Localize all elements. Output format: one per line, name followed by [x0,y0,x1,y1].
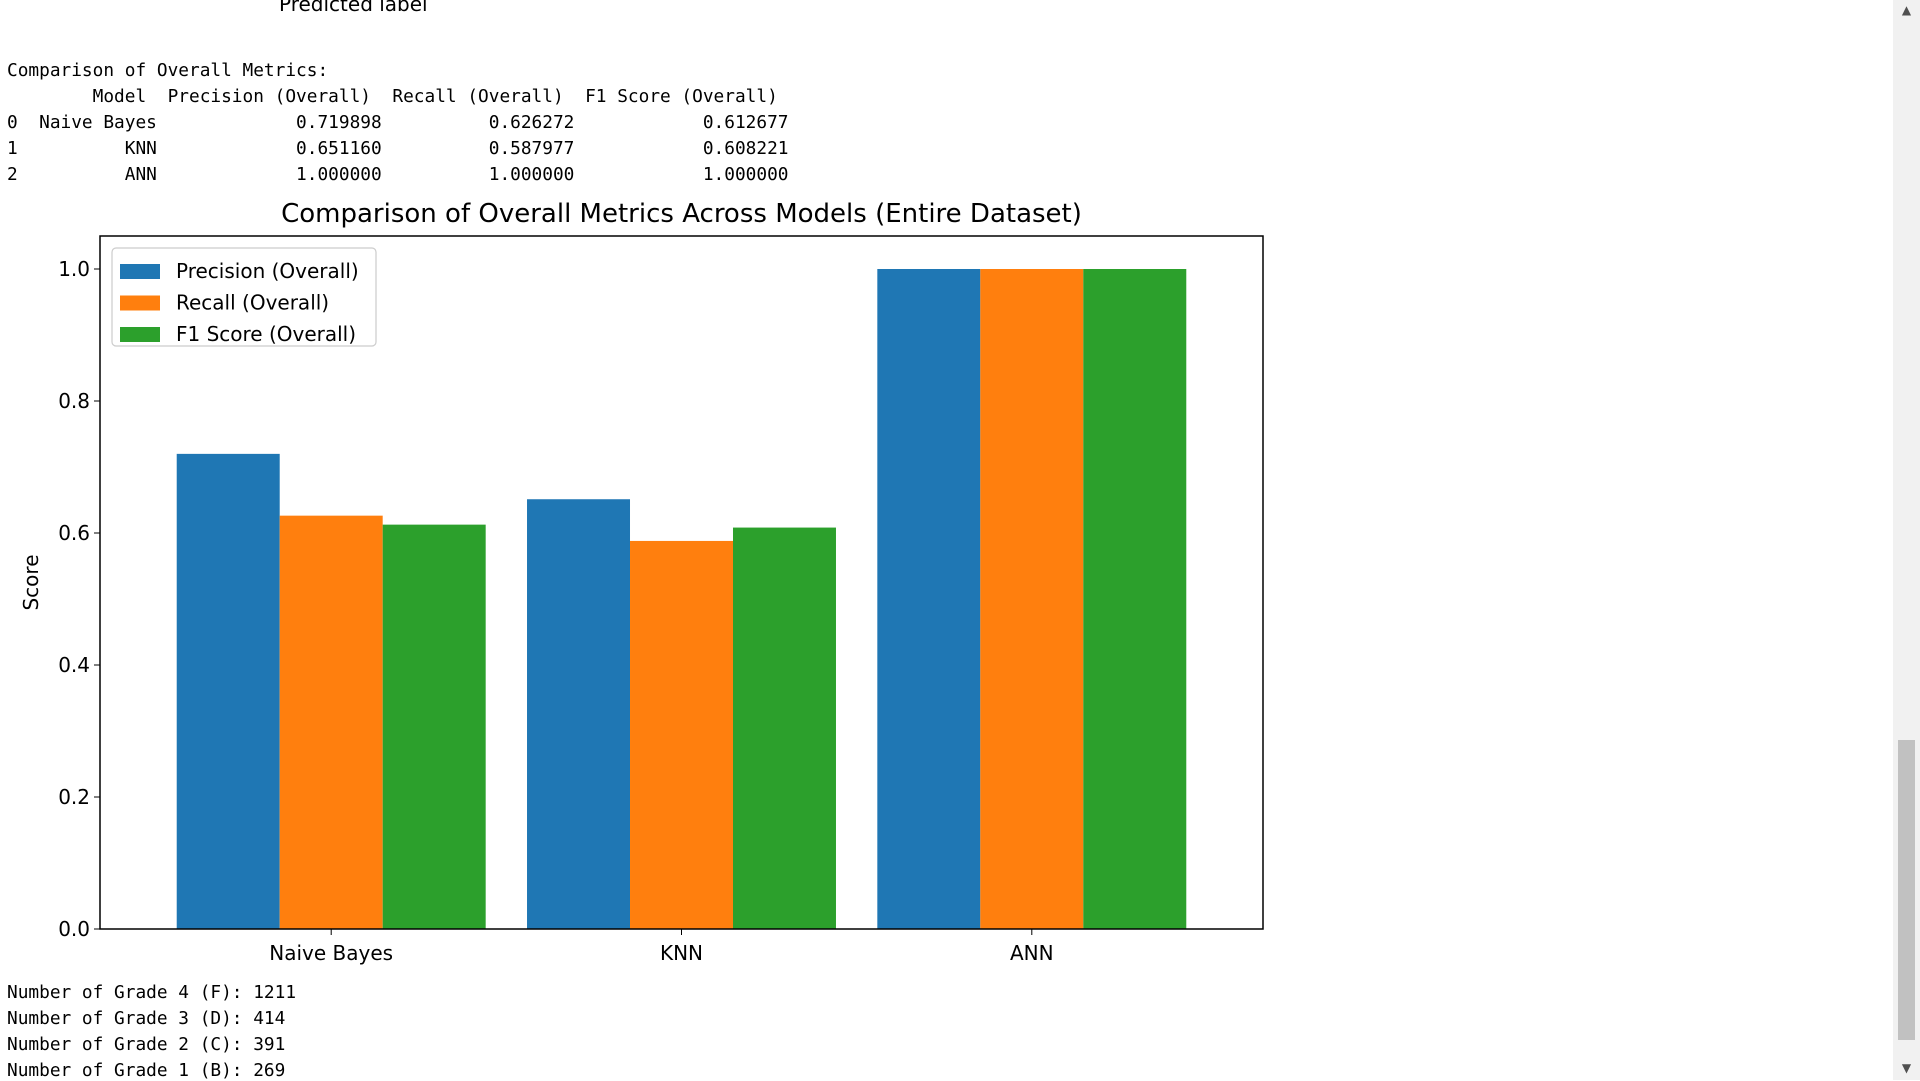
y-tick-label: 0.2 [58,785,90,809]
table-title: Comparison of Overall Metrics: [7,60,329,81]
bar [382,524,486,929]
predicted-label-axis-cutoff: Predicted label [279,0,428,16]
table-header: Model Precision (Overall) Recall (Overal… [7,86,778,107]
table-row: 1 KNN 0.651160 0.587977 0.608221 [7,138,789,159]
legend-swatch [120,264,160,279]
x-tick-label: ANN [1010,941,1054,965]
y-tick-label: 0.4 [58,653,90,677]
grade-count-line: Number of Grade 3 (D): 414 [7,1008,286,1029]
table-row: 0 Naive Bayes 0.719898 0.626272 0.612677 [7,112,789,133]
scroll-down-icon[interactable]: ▼ [1901,1061,1912,1075]
bar [980,269,1084,929]
scrollbar-thumb[interactable] [1898,740,1915,1040]
y-tick-label: 0.8 [58,389,90,413]
y-tick-label: 0.0 [58,917,90,941]
y-tick-label: 0.6 [58,521,90,545]
metrics-bar-chart: Comparison of Overall Metrics Across Mod… [19,199,1264,965]
bar [279,515,383,929]
plot-frame [99,235,1264,930]
x-tick-label: Naive Bayes [269,941,393,965]
legend-swatch [120,295,160,311]
x-tick-label: KNN [660,941,703,965]
bar [176,453,280,929]
legend-swatch [120,327,160,342]
bar [1083,269,1187,929]
table-row: 2 ANN 1.000000 1.000000 1.000000 [7,164,789,185]
legend-label: Precision (Overall) [176,259,359,283]
bar [877,269,981,929]
scroll-up-icon[interactable]: ▲ [1901,3,1912,17]
grade-count-line: Number of Grade 2 (C): 391 [7,1034,286,1055]
vertical-scrollbar[interactable]: ▲ ▼ [1893,0,1920,1080]
y-tick-label: 1.0 [58,257,90,281]
legend-label: F1 Score (Overall) [176,322,356,346]
bar [527,499,631,929]
y-axis-label: Score [19,554,43,610]
chart-title: Comparison of Overall Metrics Across Mod… [281,199,1082,229]
legend-box [111,247,377,347]
bar [732,527,836,929]
grade-count-line: Number of Grade 4 (F): 1211 [7,982,297,1003]
legend-label: Recall (Overall) [176,291,329,315]
bar [630,540,733,929]
grade-count-line: Number of Grade 1 (B): 269 [7,1060,286,1081]
